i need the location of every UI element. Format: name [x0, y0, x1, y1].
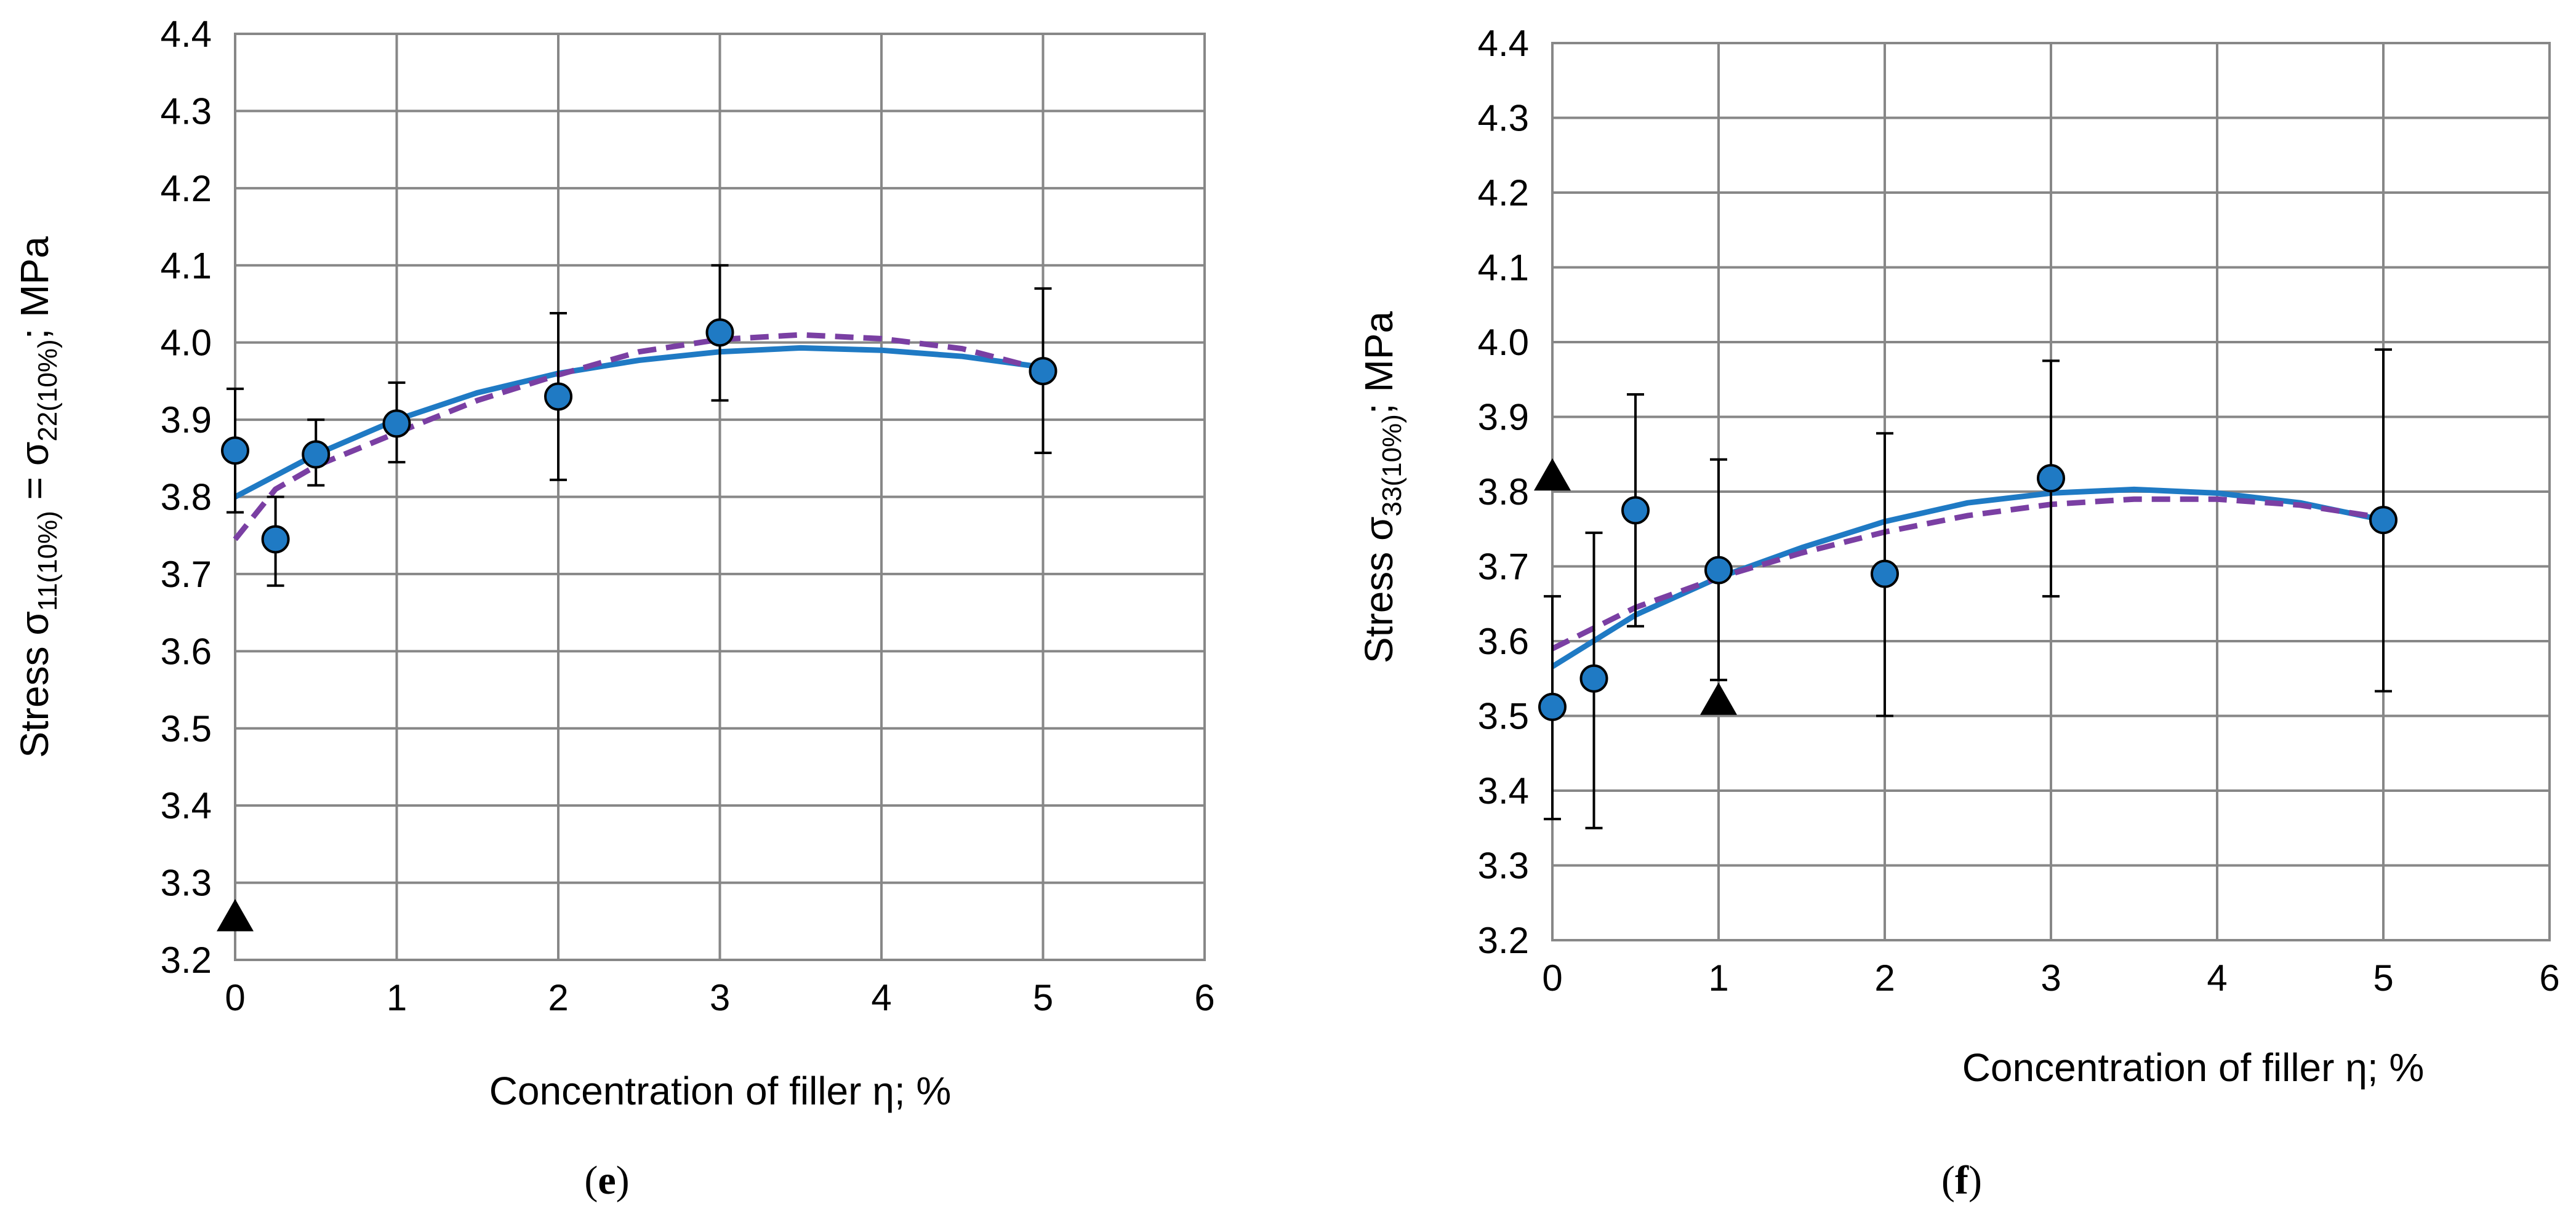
y-tick-label: 4.3 — [1478, 98, 1529, 139]
data-point-marker — [221, 436, 249, 465]
data-point-marker — [1704, 556, 1733, 585]
x-tick-label: 5 — [2373, 957, 2393, 999]
chart-panel-e: 3.2 3.3 3.4 3.5 3.6 3.7 3.8 3.9 4.0 4.1 4.2 4.3 4.4 0… — [12, 14, 1215, 1203]
x-tick-label: 1 — [1708, 957, 1728, 999]
y-tick-label: 3.8 — [161, 477, 212, 518]
data-point-marker — [705, 318, 734, 347]
y-tick-label: 3.9 — [161, 399, 212, 441]
x-tick-label: 2 — [1874, 957, 1895, 999]
y-tick-label: 4.4 — [1478, 23, 1529, 64]
solid-fit-curve — [233, 345, 1044, 500]
data-point-marker — [1029, 357, 1057, 386]
panel-label-letter: e — [598, 1158, 616, 1203]
y-tick-label: 3.8 — [1478, 471, 1529, 513]
data-point-marker — [302, 440, 331, 469]
y-axis-title-part: ; MPa — [12, 236, 57, 340]
y-tick-label: 3.4 — [1478, 770, 1529, 812]
triangle-marker — [1534, 458, 1571, 491]
y-tick-label: 3.7 — [161, 554, 212, 595]
data-point-marker — [1538, 692, 1567, 721]
y-axis-title-part: = σ — [12, 442, 57, 511]
data-point-marker — [2369, 506, 2397, 535]
y-axis-title: Stress σ33(10%); MPa — [1357, 311, 1407, 664]
x-axis-title: Concentration of filler η; % — [1962, 1045, 2425, 1090]
x-tick-label: 1 — [387, 977, 407, 1018]
x-axis-title: Concentration of filler η; % — [489, 1069, 952, 1113]
y-axis-title: Stress σ11(10%) = σ22(10%); MPa — [12, 236, 63, 758]
x-tick-label: 4 — [2207, 957, 2227, 999]
chart-panel-f: 3.2 3.3 3.4 3.5 3.6 3.7 3.8 3.9 4.0 4.1 4.2 4.3 4.4 0… — [1357, 23, 2560, 1203]
y-axis-title-part: 11(10%) — [33, 511, 63, 611]
y-tick-label: 3.5 — [161, 708, 212, 749]
x-tick-label: 2 — [548, 977, 568, 1018]
y-tick-label: 3.3 — [1478, 845, 1529, 887]
triangle-marker — [217, 899, 254, 932]
y-axis-title-part: 33(10%) — [1377, 414, 1407, 516]
y-tick-label: 4.1 — [1478, 247, 1529, 289]
x-tick-label: 6 — [1194, 977, 1214, 1018]
dashed-fit-curve — [233, 332, 1044, 541]
data-point-marker — [1579, 664, 1608, 693]
y-axis-title-part: Stress σ — [12, 611, 57, 758]
data-point-marker — [261, 525, 290, 554]
y-tick-label: 4.4 — [161, 14, 212, 55]
triangle-marker — [1700, 682, 1737, 715]
y-tick-label: 3.7 — [1478, 546, 1529, 588]
x-tick-label: 0 — [225, 977, 245, 1018]
y-tick-label: 3.2 — [1478, 920, 1529, 961]
y-tick-label: 4.1 — [161, 245, 212, 286]
y-tick-label: 3.6 — [1478, 621, 1529, 662]
plot-area-frame — [1551, 42, 2551, 941]
data-point-marker — [2037, 464, 2065, 493]
panel-label: (f) — [1941, 1158, 1982, 1203]
y-tick-label: 3.6 — [161, 631, 212, 672]
x-tick-label: 3 — [2040, 957, 2061, 999]
y-tick-label: 4.2 — [161, 168, 212, 209]
x-tick-label: 4 — [871, 977, 891, 1018]
data-point-marker — [382, 409, 411, 438]
y-axis-title-part: Stress σ — [1357, 516, 1401, 663]
x-tick-label: 3 — [710, 977, 730, 1018]
x-tick-label: 6 — [2539, 957, 2559, 999]
panel-label: (e) — [584, 1158, 629, 1203]
y-axis-title-part: ; MPa — [1357, 311, 1401, 415]
y-tick-label: 3.4 — [161, 785, 212, 826]
y-axis-title-part: 22(10%) — [33, 339, 63, 441]
data-point-marker — [544, 382, 572, 411]
y-tick-label: 4.2 — [1478, 172, 1529, 214]
y-tick-label: 4.3 — [161, 90, 212, 132]
y-tick-label: 3.3 — [161, 863, 212, 904]
panel-label-letter: f — [1955, 1158, 1969, 1203]
dashed-fit-curve — [1551, 496, 2384, 652]
x-tick-label: 0 — [1542, 957, 1562, 999]
data-point-marker — [1621, 496, 1650, 525]
data-point-marker — [1871, 559, 1899, 588]
y-tick-label: 3.9 — [1478, 397, 1529, 438]
x-tick-label: 5 — [1033, 977, 1053, 1018]
y-tick-label: 4.0 — [1478, 322, 1529, 363]
y-tick-label: 4.0 — [161, 322, 212, 364]
y-tick-label: 3.5 — [1478, 696, 1529, 737]
y-tick-label: 3.2 — [161, 940, 212, 981]
